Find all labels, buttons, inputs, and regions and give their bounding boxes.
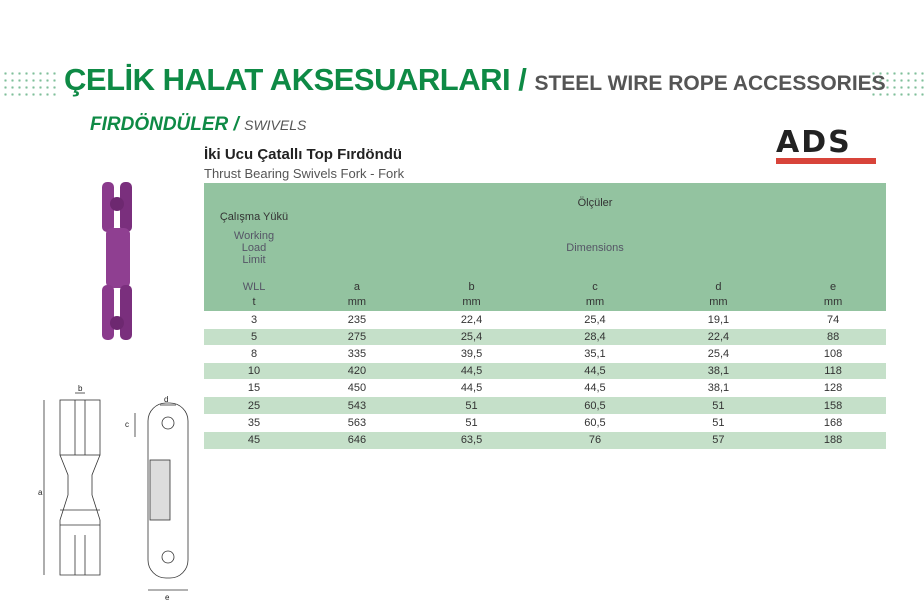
table-cell: 44,5 (533, 362, 657, 380)
header-dims-tr: Ölçüler (304, 183, 886, 223)
specs-table: Çalışma Yükü Ölçüler Working Load Limit Di… (204, 183, 886, 449)
table-cell: 646 (304, 430, 410, 449)
table-cell: 51 (656, 413, 781, 432)
table-cell: 10 (204, 362, 304, 380)
table-cell: 28,4 (533, 327, 657, 346)
table-cell: 335 (304, 344, 410, 363)
dim-label-c: c (125, 420, 129, 429)
column-header: WLL (204, 273, 304, 293)
header-dims-en: Dimensions (304, 223, 886, 273)
table-cell: 76 (533, 430, 657, 449)
product-title: İki Ucu Çatallı Top Fırdöndü (204, 146, 403, 163)
decor-dots-right (870, 70, 924, 100)
table-cell: 25,4 (409, 327, 534, 346)
column-unit: mm (409, 293, 534, 311)
dim-label-b: b (78, 385, 83, 393)
table-row: 8 335 39,5 35,1 25,4 108 (204, 344, 886, 363)
table-cell: 38,1 (656, 362, 781, 380)
table-cell: 44,5 (409, 362, 534, 380)
table-cell: 25,4 (656, 344, 781, 363)
table-cell: 5 (204, 327, 304, 346)
dim-label-a: a (38, 488, 43, 497)
table-row: 3 235 22,4 25,4 19,1 74 (204, 310, 886, 329)
table-cell: 44,5 (409, 379, 534, 397)
table-cell: 35,1 (533, 344, 657, 363)
table-cell: 22,4 (409, 310, 534, 329)
table-cell: 38,1 (656, 379, 781, 397)
product-photo (102, 182, 132, 340)
table-cell: 420 (304, 362, 410, 380)
table-cell: 35 (204, 413, 304, 432)
table-cell: 19,1 (656, 310, 781, 329)
column-header: e (780, 273, 886, 293)
table-row: 10 420 44,5 44,5 38,1 118 (204, 362, 886, 380)
table-cell: 450 (304, 379, 410, 397)
table-cell: 22,4 (656, 327, 781, 346)
table-row: 45 646 63,5 76 57 188 (204, 430, 886, 449)
table-cell: 543 (304, 396, 410, 415)
section-title: FIRDÖNDÜLER / SWIVELS (90, 114, 307, 135)
table-cell: 63,5 (409, 430, 534, 449)
table-cell: 57 (656, 430, 781, 449)
table-cell: 74 (780, 310, 886, 329)
column-header: c (533, 273, 657, 293)
table-cell: 275 (304, 327, 410, 346)
ads-logo: ADS (776, 128, 882, 164)
table-cell: 563 (304, 413, 410, 432)
table-cell: 108 (780, 344, 886, 363)
column-unit: t (204, 293, 304, 311)
column-unit: mm (533, 293, 657, 311)
table-cell: 118 (780, 362, 886, 380)
column-unit: mm (656, 293, 781, 311)
table-cell: 3 (204, 310, 304, 329)
table-cell: 25 (204, 396, 304, 415)
table-cell: 39,5 (409, 344, 534, 363)
table-cell: 51 (409, 396, 534, 415)
technical-drawing: a b c d e (38, 385, 189, 602)
column-header: d (656, 273, 781, 293)
table-row: 5 275 25,4 28,4 22,4 88 (204, 327, 886, 346)
column-header: b (409, 273, 534, 293)
table-cell: 128 (780, 379, 886, 397)
table-row: 35 563 51 60,5 51 168 (204, 413, 886, 432)
table-cell: 45 (204, 430, 304, 449)
header-wll-tr: Çalışma Yükü (204, 183, 304, 223)
table-cell: 60,5 (533, 396, 657, 415)
table-cell: 8 (204, 344, 304, 363)
table-cell: 158 (780, 396, 886, 415)
table-cell: 44,5 (533, 379, 657, 397)
table-cell: 25,4 (533, 310, 657, 329)
decor-dots-left (2, 70, 58, 100)
table-cell: 51 (656, 396, 781, 415)
table-cell: 188 (780, 430, 886, 449)
table-cell: 168 (780, 413, 886, 432)
header-wll-en: Working Load Limit (204, 223, 304, 273)
column-unit: mm (780, 293, 886, 311)
dim-label-d: d (164, 395, 168, 404)
table-cell: 60,5 (533, 413, 657, 432)
table-row: 25 543 51 60,5 51 158 (204, 396, 886, 415)
dim-label-e: e (165, 593, 170, 602)
table-cell: 51 (409, 413, 534, 432)
product-subtitle: Thrust Bearing Swivels Fork - Fork (204, 166, 405, 181)
column-header: a (304, 273, 410, 293)
column-unit: mm (304, 293, 410, 311)
page-title: ÇELİK HALAT AKSESUARLARI / STEEL WIRE RO… (64, 62, 886, 97)
table-cell: 15 (204, 379, 304, 397)
table-cell: 88 (780, 327, 886, 346)
table-cell: 235 (304, 310, 410, 329)
table-row: 15 450 44,5 44,5 38,1 128 (204, 379, 886, 397)
